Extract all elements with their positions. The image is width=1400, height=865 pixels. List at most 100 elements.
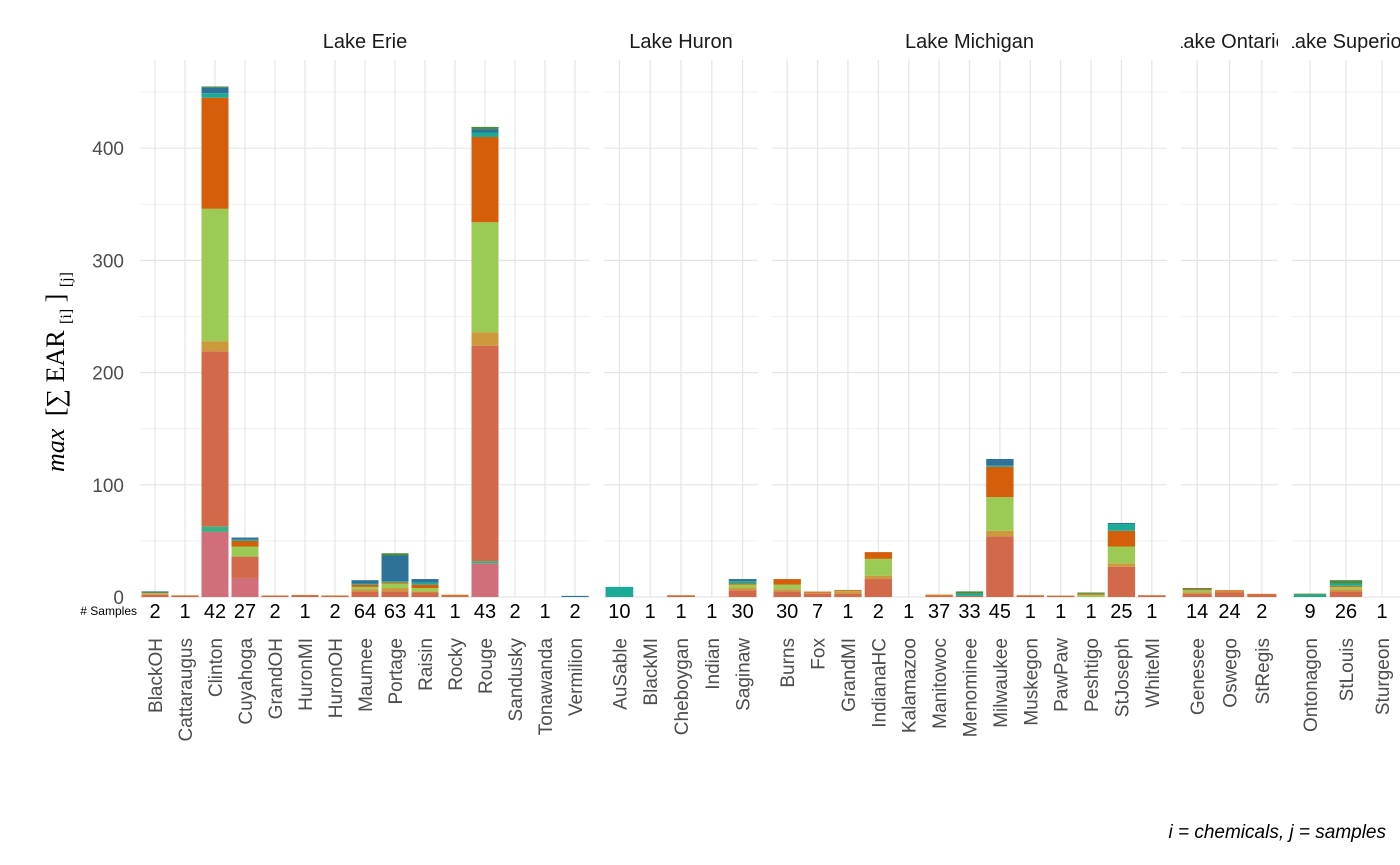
bar-segment [201, 208, 229, 342]
bar-segment [1293, 593, 1327, 595]
bar-segment [1214, 592, 1245, 597]
x-tick-label: AuSable [610, 638, 631, 710]
bar-segment [986, 458, 1014, 466]
bar-segment [803, 591, 832, 593]
x-tick-label: Genesee [1188, 638, 1209, 715]
x-tick-label: Oswego [1221, 638, 1242, 708]
bar-segment [1107, 563, 1136, 567]
x-tick-label: Muskegon [1021, 638, 1042, 726]
bar-segment [261, 596, 289, 597]
sample-count-label: 1 [903, 601, 914, 623]
bar-segment [201, 526, 229, 532]
bar-segment [1329, 580, 1363, 584]
sample-count-label: 63 [384, 601, 406, 623]
bar-segment [728, 584, 757, 589]
y-tick-label: 200 [92, 364, 124, 385]
bar-segment [141, 593, 169, 595]
bar-segment [441, 594, 469, 596]
facet-strip-label: Lake Michigan [905, 31, 1034, 53]
bar-segment [1016, 595, 1044, 597]
sample-count-label: 14 [1186, 601, 1208, 623]
bar-segment [1182, 592, 1212, 594]
sample-count-label: 2 [149, 601, 160, 623]
sample-count-label: 1 [539, 601, 550, 623]
bar-segment [1077, 593, 1105, 595]
facet-panel: Lake Superior 9 Ontonagon 26 StLouis 1 Sturgeo… [1284, 31, 1400, 732]
sample-count-label: 30 [731, 601, 753, 623]
sample-count-label: 2 [569, 601, 580, 623]
bar-segment [803, 593, 832, 597]
bar-segment [1329, 591, 1363, 597]
sample-count-label: 1 [299, 601, 310, 623]
sample-count-label: 1 [1146, 601, 1157, 623]
bar-segment [441, 595, 469, 597]
sample-count-label: 1 [1085, 601, 1096, 623]
x-tick-label: Ontonagon [1301, 638, 1322, 732]
x-tick-label: Raisin [416, 638, 437, 691]
x-tick-label: Tonawanda [536, 638, 557, 736]
gridlines [604, 60, 758, 598]
bar-segment [986, 497, 1014, 531]
bar-segment [1329, 589, 1363, 592]
sample-count-label: 41 [414, 601, 436, 623]
x-tick-label: Rocky [446, 638, 467, 691]
chart-caption: i = chemicals, j = samples [1168, 822, 1386, 843]
sample-count-label: 2 [509, 601, 520, 623]
sample-count-label: 24 [1218, 601, 1240, 623]
bar-segment [1138, 595, 1166, 597]
sample-count-label: 43 [474, 601, 496, 623]
x-tick-label: BlackOH [146, 638, 167, 713]
facet-strip-label: Lake Superior [1284, 31, 1400, 53]
bar-segment [471, 129, 499, 133]
bar-segment [351, 580, 379, 584]
x-tick-label: GrandMI [839, 638, 860, 712]
bar-segment [411, 592, 439, 597]
bar-segment [201, 93, 229, 98]
y-title-prefix: max [41, 428, 70, 472]
bar-segment [201, 97, 229, 209]
y-axis: 0 100 200 300 400 [92, 139, 124, 609]
bar-segment [381, 581, 409, 583]
bar-segment [351, 591, 379, 597]
bar-segment [411, 588, 439, 592]
bar-segment [1329, 583, 1363, 586]
sample-count-label: 1 [449, 601, 460, 623]
x-tick-label: Portage [386, 638, 407, 705]
y-title-sub2: [j] [58, 272, 75, 287]
bar-segment [381, 588, 409, 592]
x-tick-label: PawPaw [1052, 638, 1073, 712]
bar-segment [471, 563, 499, 597]
y-title-sub: [i] [58, 309, 75, 324]
facet-strip-label: Lake Erie [323, 31, 408, 53]
sample-count-label: 1 [675, 601, 686, 623]
bar-segment [1046, 595, 1075, 597]
bar-segment [231, 577, 259, 597]
sample-count-label: 26 [1335, 601, 1357, 623]
x-tick-label: IndianaHC [869, 638, 890, 728]
bar-segment [773, 579, 801, 585]
bar-segment [1107, 522, 1136, 525]
bar-segment [471, 561, 499, 564]
sample-count-label: 1 [706, 601, 717, 623]
x-tick-label: Sturgeon [1373, 638, 1394, 715]
bar-segment [1138, 595, 1166, 597]
bar-segment [1107, 530, 1136, 547]
bar-segment [471, 132, 499, 137]
sample-count-label: 1 [842, 601, 853, 623]
bar-segment [1329, 586, 1363, 590]
bar-segment [1077, 594, 1105, 597]
sample-count-label: 2 [1256, 601, 1267, 623]
facet-panels: Lake Erie2BlackOH1Cattaraugus42Clinton27… [140, 31, 1400, 742]
bar-segment [925, 595, 953, 597]
bar-segment [201, 86, 229, 88]
bar-segment [667, 595, 695, 597]
bar-segment [231, 540, 259, 547]
bar-segment [231, 546, 259, 557]
x-tick-label: StRegis [1253, 638, 1274, 705]
x-tick-label: WhiteMI [1143, 638, 1164, 708]
bar-segment [605, 586, 634, 597]
bar-segment [773, 589, 801, 592]
bar-segment [471, 222, 499, 333]
x-tick-label: Kalamazoo [900, 638, 921, 733]
x-tick-label: StLouis [1337, 638, 1358, 701]
